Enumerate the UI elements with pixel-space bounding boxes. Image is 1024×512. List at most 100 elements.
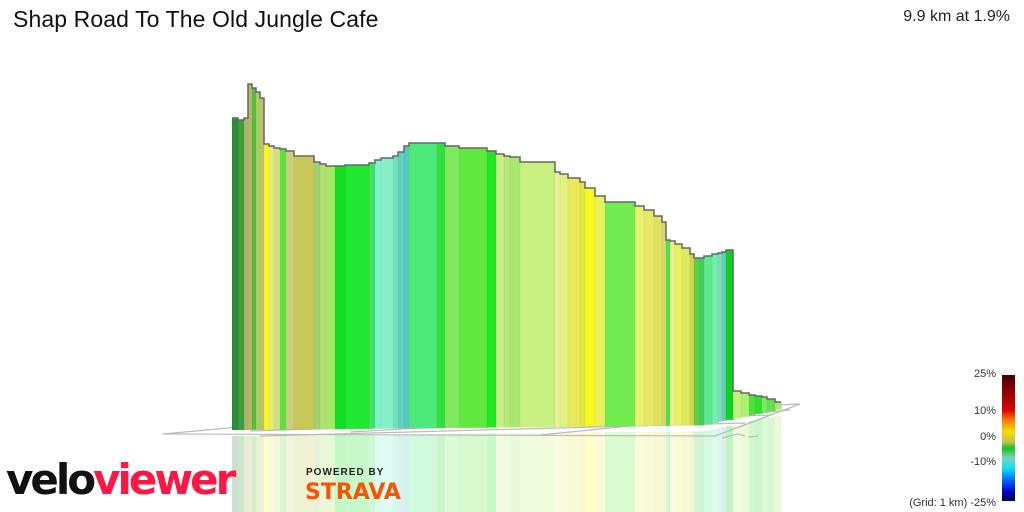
reflection-segment <box>244 435 249 512</box>
gradient-segment <box>594 195 606 427</box>
reflection-segment <box>381 434 394 512</box>
reflection-segment <box>404 434 410 512</box>
reflection-segment <box>252 435 257 512</box>
reflection-segment <box>274 435 281 512</box>
reflection-segment <box>741 422 750 512</box>
reflection-segment <box>690 431 695 512</box>
gradient-segment <box>698 257 705 426</box>
reflection-segment <box>666 431 671 512</box>
gradient-segment <box>643 209 655 427</box>
powered-by-label: POWERED BY <box>306 467 385 478</box>
reflection-segment <box>644 431 655 512</box>
reflection-segment <box>704 430 713 512</box>
reflection-segment <box>595 432 606 512</box>
gradient-segment <box>567 177 581 427</box>
reflection-segment <box>269 435 275 512</box>
reflection-segment <box>560 432 569 512</box>
gradient-segment <box>374 159 382 429</box>
gradient-segment <box>604 201 636 427</box>
gradient-segment <box>669 240 676 426</box>
gradient-segment <box>334 165 346 430</box>
gradient-segment <box>279 148 287 430</box>
gradient-segment <box>774 401 782 410</box>
reflection-segment <box>675 431 683 512</box>
gradient-segment <box>703 255 713 425</box>
gradient-segment <box>237 119 245 431</box>
reflection-segment <box>712 428 719 512</box>
logo-viewer: viewer <box>93 455 236 504</box>
reflection-segment <box>335 434 346 512</box>
gradient-segment <box>231 117 239 431</box>
gradient-segment <box>711 253 719 424</box>
gradient-segment <box>486 150 497 428</box>
reflection-segment <box>755 419 763 512</box>
reflection-segment <box>398 434 405 512</box>
gradient-segment <box>653 215 663 427</box>
strava-logo[interactable]: STRAVA <box>305 480 401 505</box>
reflection-segment <box>314 435 321 512</box>
reflection-segment <box>487 433 497 512</box>
gradient-segment <box>285 150 295 430</box>
reflection-segment <box>718 427 723 512</box>
legend-label-25: 25% <box>973 368 996 380</box>
gradient-segment <box>681 247 691 426</box>
gradient-segment <box>634 205 645 427</box>
gradient-segment <box>584 187 596 427</box>
reflection-segment <box>264 435 270 512</box>
reflection-segment <box>510 433 521 512</box>
logo-velo: velo <box>6 455 96 504</box>
reflection-segment <box>733 424 742 512</box>
gradient-legend: 25% 10% 0% -10% (Grid: 1 km) -25% <box>880 368 1024 512</box>
gradient-segment <box>554 171 561 428</box>
reflection-segment <box>699 431 705 512</box>
reflection-segment <box>775 415 782 512</box>
gradient-segment <box>263 143 270 430</box>
gradient-segment <box>754 395 763 415</box>
gradient-segment <box>344 164 370 430</box>
gradient-segment <box>325 165 336 430</box>
gradient-segment <box>293 155 315 430</box>
reflection-segment <box>294 435 315 512</box>
elevation-outline <box>232 83 781 403</box>
reflection-segment <box>504 433 511 512</box>
gradient-segment <box>392 155 399 429</box>
gradient-segment <box>319 163 327 430</box>
gradient-segment <box>368 162 376 429</box>
reflection-segment <box>437 433 446 512</box>
reflection-segment <box>722 426 727 512</box>
reflection-segment <box>409 434 438 512</box>
reflection-segment <box>662 431 667 512</box>
reflection-segment <box>445 433 460 512</box>
gradient-segment <box>444 145 460 429</box>
gradient-segment <box>748 394 756 416</box>
gradient-segment <box>458 147 488 428</box>
gradient-segment <box>674 243 683 426</box>
reflection-segment <box>260 435 265 512</box>
reflection-segment <box>286 435 295 512</box>
reflection-segment <box>555 432 561 512</box>
route-summary: 9.9 km at 1.9% <box>903 8 1010 25</box>
gradient-segment <box>509 156 521 428</box>
reflection-segment <box>694 431 700 512</box>
gradient-segment <box>503 155 511 428</box>
gradient-segment <box>766 398 776 412</box>
reflection-segment <box>568 432 581 512</box>
gradient-segment <box>268 145 275 430</box>
reflection-segment <box>326 435 336 512</box>
reflection-segment <box>520 433 556 512</box>
reflection-segment <box>496 433 505 512</box>
reflection-segment <box>459 433 488 512</box>
gradient-segment <box>408 142 438 429</box>
reflection-segment <box>670 431 676 512</box>
reflection-segment <box>248 435 253 512</box>
reflection-segment <box>749 421 756 512</box>
legend-label-10: 10% <box>973 405 996 417</box>
reflection-segment <box>232 436 239 512</box>
gradient-segment <box>559 173 569 427</box>
gradient-segment <box>436 142 446 429</box>
gradient-segment <box>403 145 410 429</box>
reflection-segment <box>767 417 776 512</box>
veloviewer-logo[interactable]: veloviewer <box>6 455 236 504</box>
reflection-segment <box>580 432 586 512</box>
